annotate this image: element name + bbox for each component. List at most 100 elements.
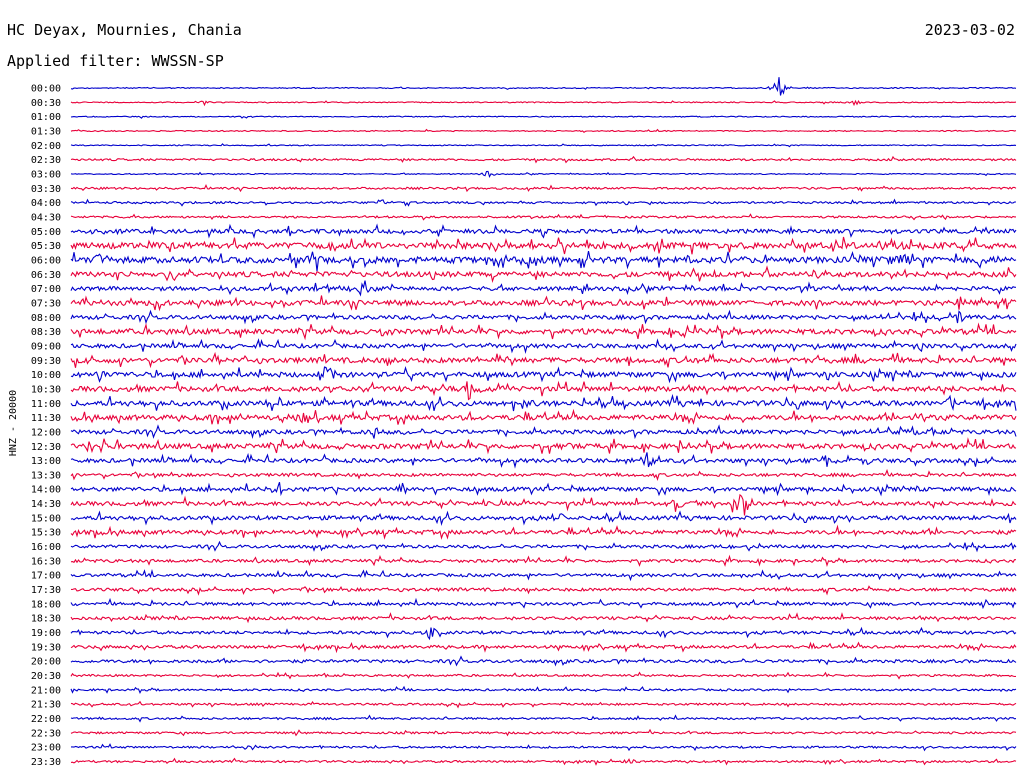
seismic-trace-row [70,493,1017,516]
seismic-trace-row [70,626,1017,641]
time-tick-label: 18:00 [31,599,61,610]
seismic-trace-row [70,213,1016,221]
time-tick-label: 13:30 [31,470,61,481]
time-tick-label: 08:30 [31,327,61,338]
time-tick-label: 15:30 [31,528,61,539]
time-tick-label: 09:30 [31,356,61,367]
seismic-trace-row [70,99,1017,107]
time-tick-label: 12:00 [31,427,61,438]
seismic-trace-row [70,408,1017,425]
seismic-trace-row [70,155,1017,164]
time-tick-label: 23:30 [31,757,61,768]
seismic-trace-row [70,115,1017,119]
time-tick-label: 03:30 [31,184,61,195]
seismic-trace-row [70,393,1017,412]
time-tick-label: 04:00 [31,198,61,209]
time-tick-label: 03:00 [31,169,61,180]
seismic-trace-row [70,250,1017,272]
time-tick-label: 07:00 [31,284,61,295]
seismic-trace-row [70,170,1017,179]
time-tick-label: 02:00 [31,141,61,152]
seismic-trace-row [70,671,1017,680]
time-tick-label: 10:30 [31,384,61,395]
seismic-trace-row [70,223,1017,239]
time-tick-label: 22:00 [31,714,61,725]
seismic-trace-row [70,655,1017,667]
time-tick-label: 02:30 [31,155,61,166]
time-tick-label: 06:30 [31,270,61,281]
time-tick-label: 19:30 [31,642,61,653]
seismic-trace-row [70,265,1017,284]
seismic-trace-row [70,128,1017,133]
seismic-trace-row [70,437,1017,455]
seismic-trace-row [70,612,1017,624]
time-tick-label: 21:30 [31,700,61,711]
seismic-trace-row [71,743,1017,752]
seismic-trace-row [70,700,1017,709]
time-tick-label: 23:00 [31,743,61,754]
time-tick-label: 17:30 [31,585,61,596]
seismic-trace-row [70,554,1016,568]
seismic-trace-row [70,452,1017,469]
seismic-trace-row [70,77,1017,96]
time-tick-label: 00:00 [31,84,61,95]
time-tick-label: 18:30 [31,614,61,625]
time-tick-label: 17:00 [31,571,61,582]
time-tick-label: 21:00 [31,685,61,696]
time-tick-label: 00:30 [31,98,61,109]
date-label: 2023-03-02 [924,21,1015,39]
y-axis-label: HNZ - 20000 [8,390,19,456]
seismic-trace-row [70,322,1017,341]
time-tick-label: 16:00 [31,542,61,553]
seismic-trace-row [70,540,1017,553]
time-tick-label: 01:30 [31,126,61,137]
seismic-trace-row [70,338,1017,354]
time-tick-label: 11:00 [31,399,61,410]
time-tick-label: 16:30 [31,556,61,567]
seismic-trace-row [70,295,1017,312]
time-tick-label: 05:30 [31,241,61,252]
seismic-trace-row [70,482,1017,497]
time-tick-label: 22:30 [31,728,61,739]
time-tick-label: 09:00 [31,341,61,352]
seismic-trace-row [70,641,1017,654]
time-tick-label: 07:30 [31,298,61,309]
time-tick-label: 10:00 [31,370,61,381]
seismic-trace-row [70,568,1017,582]
seismic-trace-row [70,280,1017,297]
time-tick-label: 08:00 [31,313,61,324]
seismic-trace-row [70,143,1017,148]
time-tick-label: 14:00 [31,485,61,496]
seismic-trace-row [70,424,1017,440]
seismic-trace-row [70,524,1017,540]
time-tick-label: 11:30 [31,413,61,424]
filter-label: Applied filter: WWSSN-SP [7,52,224,70]
seismic-trace-row [70,236,1017,255]
time-tick-label: 12:30 [31,442,61,453]
time-tick-label: 01:00 [31,112,61,123]
seismic-trace-row [70,468,1017,481]
time-tick-label: 04:30 [31,212,61,223]
station-title: HC Deyax, Mournies, Chania [7,21,242,39]
seismic-trace-row [70,351,1017,369]
seismic-trace-row [70,510,1017,526]
time-tick-label: 06:00 [31,255,61,266]
time-tick-label: 20:00 [31,657,61,668]
seismic-trace-row [70,380,1017,401]
seismic-trace-row [70,597,1017,610]
seismic-trace-row [70,585,1017,596]
seismic-trace-row [70,714,1017,723]
seismic-trace-row [70,728,1017,737]
seismic-trace-row [70,309,1017,325]
seismic-trace-row [70,757,1017,766]
seismic-trace-row [70,365,1017,384]
time-tick-label: 13:00 [31,456,61,467]
seismic-trace-row [70,183,1017,193]
time-tick-label: 19:00 [31,628,61,639]
time-tick-label: 14:30 [31,499,61,510]
time-tick-label: 20:30 [31,671,61,682]
seismic-trace-row [70,685,1017,695]
seismic-trace-row [70,198,1016,207]
time-tick-label: 05:00 [31,227,61,238]
